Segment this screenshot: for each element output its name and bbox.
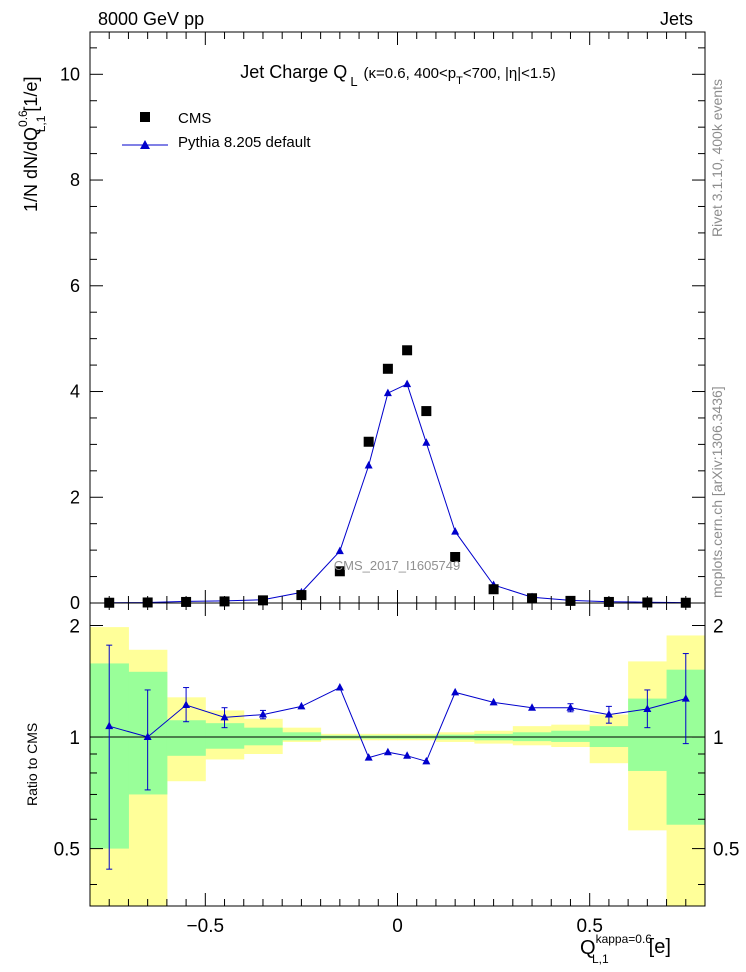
ratio-y-tick-label-right: 1	[713, 728, 724, 749]
ratio-point	[258, 710, 267, 718]
cms-point	[363, 436, 374, 447]
ratio-point	[383, 747, 392, 756]
legend-mc-marker	[140, 140, 150, 149]
mc-point	[422, 438, 431, 446]
mcplots-label: mcplots.cern.ch [arXiv:1306.3436]	[709, 386, 725, 598]
watermark: CMS_2017_I1605749	[334, 558, 461, 573]
ratio-panel: 0.5 0.5 1 1 2 2 −0.5 0 0.5 Ratio to CMS Qkappa=…	[24, 602, 739, 966]
x-tick-label: −0.5	[187, 916, 225, 937]
main-y-label: 1/N dN/dQ0.6 L,1[1/e]	[16, 77, 48, 212]
mc-point	[403, 379, 412, 388]
cms-point	[296, 590, 307, 601]
ratio-y-tick-label-right: 0.5	[713, 840, 739, 861]
cms-point	[450, 552, 461, 563]
y-tick-label: 0	[70, 593, 80, 613]
legend: CMS Pythia 8.205 default	[122, 110, 311, 151]
ratio-point	[335, 683, 344, 691]
ratio-point	[681, 694, 690, 702]
energy-label: 8000 GeV pp	[98, 9, 204, 29]
ratio-point	[143, 732, 152, 741]
ratio-y-label: Ratio to CMS	[24, 723, 40, 806]
cms-point	[382, 363, 393, 374]
ratio-y-tick-label: 2	[69, 616, 80, 637]
mc-point	[364, 461, 373, 469]
y-tick-label: 6	[70, 276, 80, 296]
ratio-plot-area	[90, 627, 706, 906]
ratio-point	[451, 687, 460, 696]
ratio-point	[403, 751, 412, 759]
legend-mc-label: Pythia 8.205 default	[178, 134, 311, 151]
legend-cms-marker	[140, 112, 150, 122]
mc-line	[109, 383, 686, 604]
legend-cms-label: CMS	[178, 110, 211, 127]
ratio-y-tick-label-right: 2	[713, 616, 724, 637]
main-panel: 0 2 4 6 8 10 Jet Charge Q L (κ=0.6, 400<pT<700,…	[16, 31, 706, 613]
ratio-point	[297, 701, 306, 710]
stat-band	[282, 732, 322, 741]
ratio-point	[422, 756, 431, 765]
ratio-point	[489, 697, 498, 706]
ratio-point	[566, 703, 575, 711]
ratio-point	[182, 700, 191, 709]
main-y-axis: 0 2 4 6 8 10	[60, 47, 705, 613]
cms-point	[488, 584, 499, 595]
ratio-point	[220, 712, 229, 721]
y-tick-label: 2	[70, 487, 80, 507]
mc-point	[383, 388, 392, 397]
chart-title: Jet Charge Q L (κ=0.6, 400<pT<700, |η|<1.5…	[240, 62, 555, 89]
ratio-y-tick-label: 0.5	[54, 840, 80, 861]
ratio-point	[643, 704, 652, 713]
cms-point	[421, 406, 432, 417]
y-tick-label: 4	[70, 382, 80, 402]
main-x-axis	[89, 32, 706, 603]
ratio-point	[105, 721, 114, 730]
mc-point	[451, 527, 460, 535]
ratio-line	[109, 686, 686, 762]
x-tick-label: 0	[392, 916, 403, 937]
ratio-y-tick-label: 1	[69, 728, 80, 749]
stat-band	[166, 720, 206, 756]
ratio-x-label: Qkappa=0.6 L,1[e]	[580, 932, 671, 966]
ratio-point	[528, 703, 537, 711]
cms-point	[334, 566, 345, 577]
process-label: Jets	[660, 9, 693, 29]
ratio-x-axis: −0.5 0 0.5	[89, 603, 706, 937]
ratio-point	[364, 753, 373, 761]
ratio-point	[604, 710, 613, 718]
stat-band	[243, 727, 283, 746]
y-tick-label: 10	[60, 64, 80, 84]
y-tick-label: 8	[70, 170, 80, 190]
mc-point	[335, 546, 344, 555]
rivet-label: Rivet 3.1.10, 400k events	[709, 79, 725, 237]
ratio-y-axis: 0.5 0.5 1 1 2 2	[54, 616, 739, 886]
x-tick-label: 0.5	[576, 916, 602, 937]
cms-point	[402, 345, 413, 356]
stat-band	[551, 730, 591, 742]
